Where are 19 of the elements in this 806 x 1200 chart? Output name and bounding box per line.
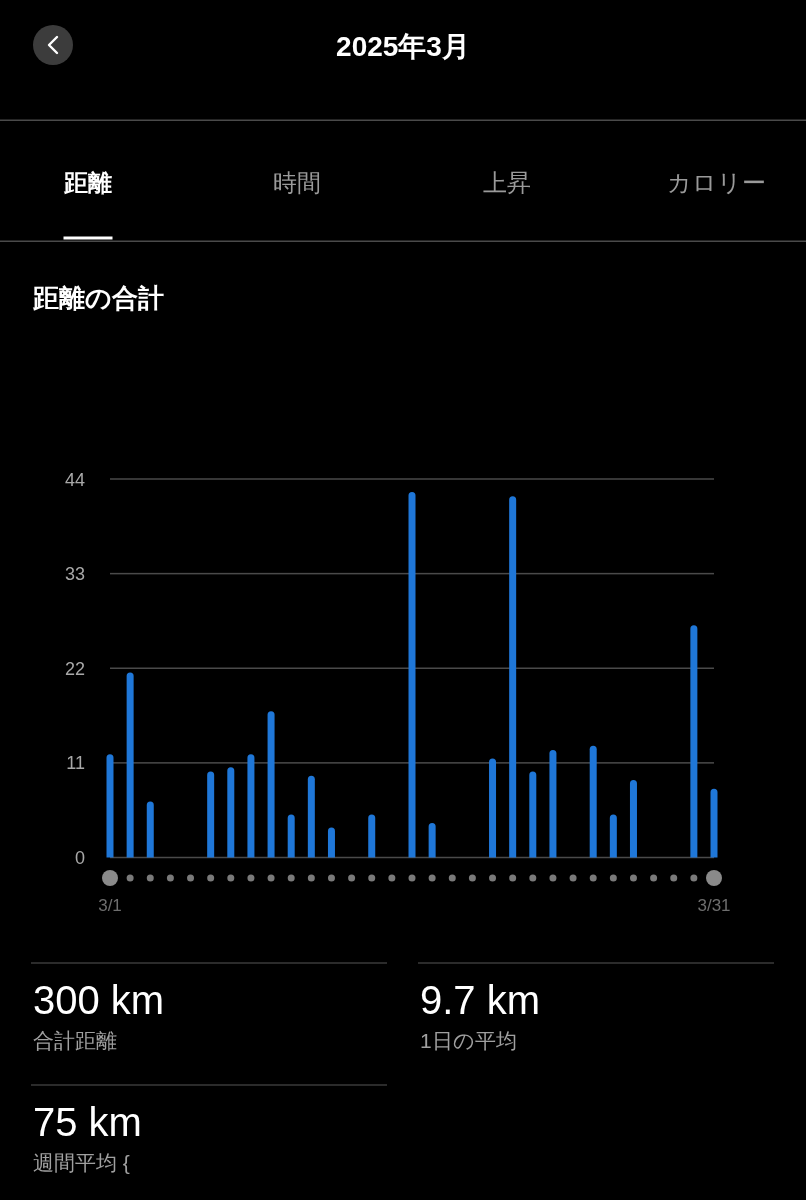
text: 合計距離 [33,1029,117,1052]
text: 上昇 [482,169,531,196]
text: 時間 [273,169,322,196]
text: カロリー [666,169,766,196]
y-tick-label: 0 [74,848,85,868]
y-tick-label: 11 [66,753,85,774]
text: 300 km [33,978,165,1022]
x-tick-label: 3/31 [697,896,731,915]
text: 75 km [33,1100,142,1144]
y-tick-label: 44 [64,469,85,490]
text: 1日の平均 [420,1029,517,1052]
chart-title: 距離の合計 [32,283,164,313]
x-tick-label: 3/1 [98,896,122,915]
text: 2025年3月 [336,31,470,62]
y-tick-label: 33 [64,564,85,585]
y-tick-label: 22 [64,658,85,679]
text: 週間平均 { [33,1151,130,1174]
text: 9.7 km [420,978,541,1022]
text: 距離 [63,169,112,196]
